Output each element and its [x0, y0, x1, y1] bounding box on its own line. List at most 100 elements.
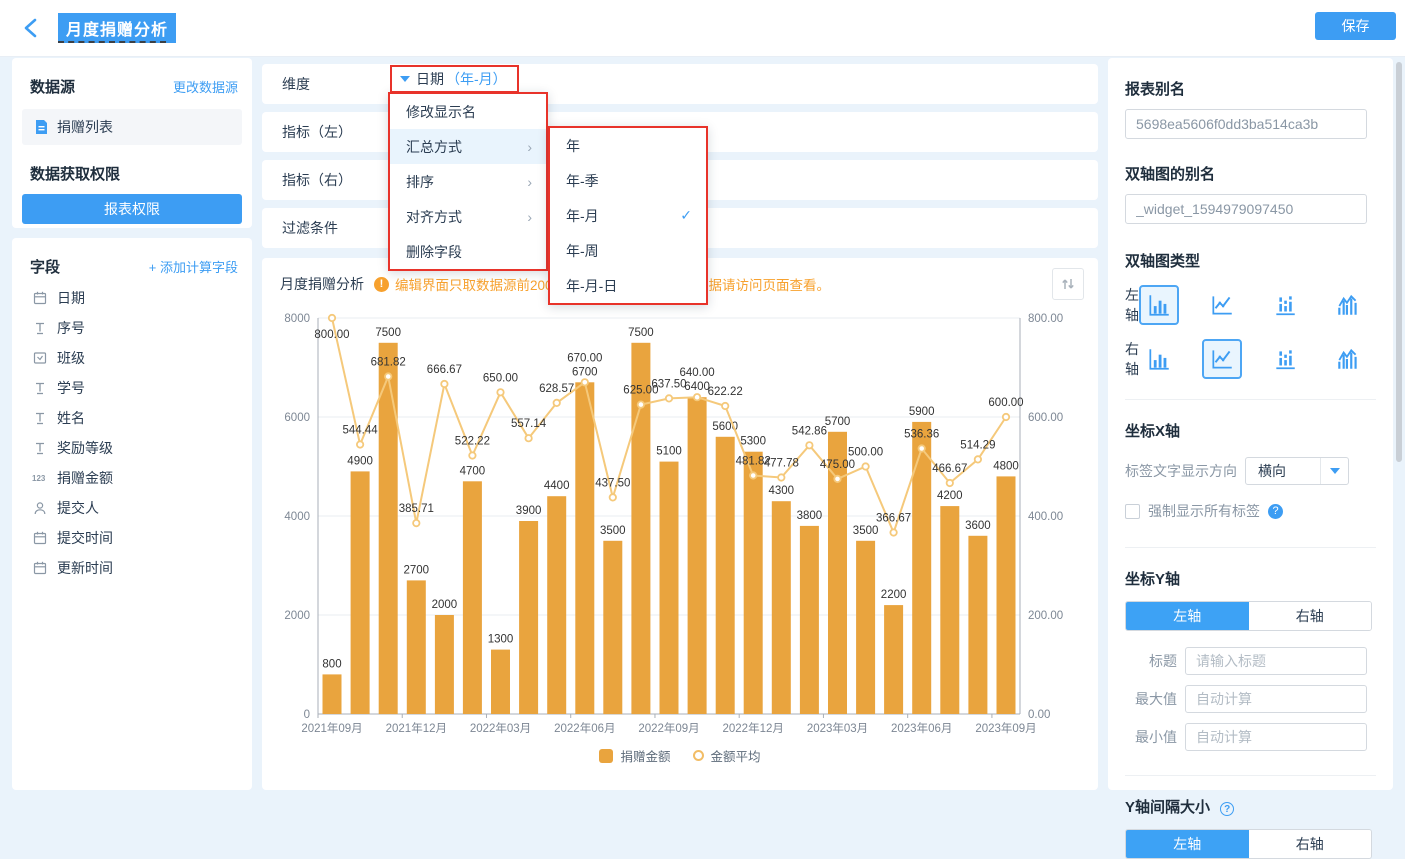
divider — [1125, 547, 1376, 548]
svg-text:666.67: 666.67 — [427, 364, 462, 376]
add-calc-field-link[interactable]: + 添加计算字段 — [148, 260, 238, 275]
svg-text:4900: 4900 — [347, 455, 373, 467]
left-axis-type-segmented-bar-chart[interactable] — [1265, 285, 1305, 325]
min-value-input[interactable] — [1185, 723, 1367, 751]
widget-alias-label: 双轴图的别名 — [1125, 166, 1216, 183]
field-item-学号[interactable]: 学号 — [12, 373, 252, 403]
menu-item-删除字段[interactable]: 删除字段 — [390, 234, 546, 269]
legend-item-line[interactable]: 金额平均 — [692, 746, 761, 765]
chart-panel: 月度捐赠分析 ! 编辑界面只取数据源前2000条数据用作展示，完整数据请访问页面… — [262, 258, 1098, 790]
menu-item-label: 汇总方式 — [406, 138, 462, 155]
submenu-item-年-周[interactable]: 年-周 — [550, 233, 706, 268]
svg-text:4400: 4400 — [544, 480, 570, 492]
left-axis-type-line-chart[interactable] — [1202, 285, 1242, 325]
calendar-icon — [33, 291, 47, 305]
page-title[interactable]: 月度捐赠分析 — [58, 13, 177, 43]
submenu-item-年-季[interactable]: 年-季 — [550, 163, 706, 198]
tab-left-axis[interactable]: 左轴 — [1126, 602, 1249, 630]
dimension-field-dropdown[interactable]: 日期 （年-月） — [390, 65, 519, 93]
svg-text:437.50: 437.50 — [595, 477, 630, 489]
field-item-捐赠金额[interactable]: 123 捐赠金额 — [12, 463, 252, 493]
svg-text:477.78: 477.78 — [764, 458, 799, 470]
tab-right-axis[interactable]: 右轴 — [1248, 602, 1371, 630]
report-permission-button[interactable]: 报表权限 — [22, 194, 242, 224]
right-axis-type-bar-chart[interactable] — [1139, 339, 1179, 379]
legend-line-label: 金额平均 — [710, 750, 761, 764]
max-value-label: 最大值 — [1135, 691, 1177, 707]
line-chart-icon — [1212, 296, 1232, 315]
chart-legend: 捐赠金额 金额平均 — [262, 746, 1098, 765]
menu-item-对齐方式[interactable]: 对齐方式 › — [390, 199, 546, 234]
back-button[interactable] — [20, 16, 44, 40]
svg-text:385.71: 385.71 — [399, 503, 434, 515]
scrollbar-thumb[interactable] — [1396, 62, 1402, 462]
submenu-item-label: 年-周 — [566, 242, 599, 259]
help-outline-icon[interactable]: ? — [1220, 802, 1235, 816]
report-alias-input[interactable] — [1125, 109, 1367, 139]
legend-item-bar[interactable]: 捐赠金额 — [599, 746, 671, 765]
svg-text:2000: 2000 — [432, 599, 458, 611]
axis-title-input[interactable] — [1185, 647, 1367, 675]
right-axis-type-line-chart[interactable] — [1202, 339, 1242, 379]
divider — [1125, 399, 1376, 400]
text-field-icon — [36, 382, 44, 395]
chevron-right-icon: › — [527, 138, 532, 155]
menu-item-修改显示名[interactable]: 修改显示名 — [390, 94, 546, 129]
svg-text:800.00: 800.00 — [1028, 313, 1063, 325]
field-item-日期[interactable]: 日期 — [12, 283, 252, 313]
svg-text:2021年12月: 2021年12月 — [386, 721, 447, 735]
widget-alias-input[interactable] — [1125, 194, 1367, 224]
select-arrow — [1320, 458, 1348, 484]
sort-toggle-button[interactable] — [1052, 268, 1084, 300]
svg-text:475.00: 475.00 — [820, 459, 855, 471]
calendar-icon — [33, 531, 47, 545]
fields-title: 字段 — [30, 259, 61, 276]
svg-text:628.57: 628.57 — [539, 383, 574, 395]
change-datasource-link[interactable]: 更改数据源 — [172, 80, 238, 95]
max-value-input[interactable] — [1185, 685, 1367, 713]
menu-item-排序[interactable]: 排序 › — [390, 164, 546, 199]
field-item-提交时间[interactable]: 提交时间 — [12, 523, 252, 553]
svg-text:2700: 2700 — [404, 564, 430, 576]
x-axis-title: 坐标X轴 — [1125, 423, 1181, 440]
field-item-班级[interactable]: 班级 — [12, 343, 252, 373]
left-axis-type-row: 左轴 — [1125, 285, 1367, 325]
svg-text:5900: 5900 — [909, 406, 935, 418]
menu-item-汇总方式[interactable]: 汇总方式 › — [390, 129, 546, 164]
calendar-icon — [33, 561, 47, 575]
label-direction-select[interactable]: 横向 — [1245, 457, 1349, 485]
field-item-姓名[interactable]: 姓名 — [12, 403, 252, 433]
svg-text:681.82: 681.82 — [371, 357, 406, 369]
save-button[interactable]: 保存 — [1315, 12, 1396, 40]
text-field-icon — [36, 412, 44, 425]
chart-type-label: 双轴图类型 — [1125, 253, 1201, 270]
submenu-item-年-月[interactable]: 年-月 ✓ — [550, 198, 706, 233]
tab-interval-left-axis[interactable]: 左轴 — [1126, 830, 1249, 858]
svg-text:2023年06月: 2023年06月 — [891, 721, 952, 735]
field-item-奖励等级[interactable]: 奖励等级 — [12, 433, 252, 463]
svg-text:800: 800 — [322, 658, 341, 670]
tab-interval-right-axis[interactable]: 右轴 — [1248, 830, 1371, 858]
segmented-bar-chart-icon — [1276, 296, 1295, 316]
svg-text:4800: 4800 — [993, 460, 1019, 472]
svg-text:625.00: 625.00 — [623, 385, 658, 397]
submenu-item-年-月-日[interactable]: 年-月-日 — [550, 268, 706, 303]
svg-text:4000: 4000 — [284, 511, 310, 523]
field-label: 日期 — [57, 290, 85, 306]
dimension-field-name: 日期 — [416, 71, 444, 87]
field-item-更新时间[interactable]: 更新时间 — [12, 553, 252, 583]
left-axis-type-peak-line-chart[interactable] — [1328, 285, 1368, 325]
datasource-panel: 数据源 更改数据源 捐赠列表 数据获取权限 报表权限 — [12, 58, 252, 228]
left-axis-type-bar-chart[interactable] — [1139, 285, 1179, 325]
svg-text:6000: 6000 — [284, 412, 310, 424]
right-axis-type-segmented-bar-chart[interactable] — [1265, 339, 1305, 379]
field-item-序号[interactable]: 序号 — [12, 313, 252, 343]
right-axis-type-peak-line-chart[interactable] — [1328, 339, 1368, 379]
force-show-labels-checkbox[interactable] — [1125, 503, 1140, 519]
help-icon[interactable]: ? — [1268, 503, 1283, 519]
svg-text:650.00: 650.00 — [483, 372, 518, 384]
datasource-item[interactable]: 捐赠列表 — [22, 109, 242, 145]
submenu-item-年[interactable]: 年 — [550, 128, 706, 163]
svg-text:3900: 3900 — [516, 505, 542, 517]
field-item-提交人[interactable]: 提交人 — [12, 493, 252, 523]
